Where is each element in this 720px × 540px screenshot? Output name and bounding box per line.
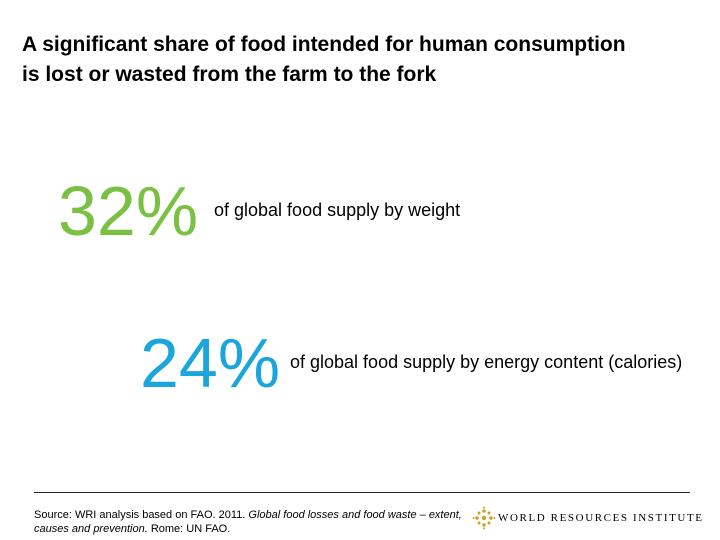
wri-logo-text: WORLD RESOURCES INSTITUTE (498, 512, 704, 524)
stat-calories-value: 24% (140, 324, 281, 402)
footer-divider (34, 492, 690, 493)
stat-weight-description: of global food supply by weight (214, 200, 461, 220)
source-title: Global food losses and food waste – exte… (34, 509, 462, 535)
slide-title-line-1: A significant share of food intended for… (22, 33, 626, 56)
slide-title-line-2: is lost or wasted from the farm to the f… (22, 63, 437, 86)
source-suffix: Rome: UN FAO. (150, 523, 231, 535)
stat-calories-description: of global food supply by energy content … (290, 352, 683, 372)
stat-weight-value: 32% (58, 172, 199, 250)
wri-logo-icon (472, 506, 496, 530)
source-citation: Source: WRI analysis based on FAO. 2011.… (34, 508, 464, 536)
source-prefix: Source: WRI analysis based on FAO. 2011. (34, 509, 246, 521)
wri-logo: WORLD RESOURCES INSTITUTE (472, 506, 702, 532)
slide-title: A significant share of food intended for… (22, 30, 712, 90)
